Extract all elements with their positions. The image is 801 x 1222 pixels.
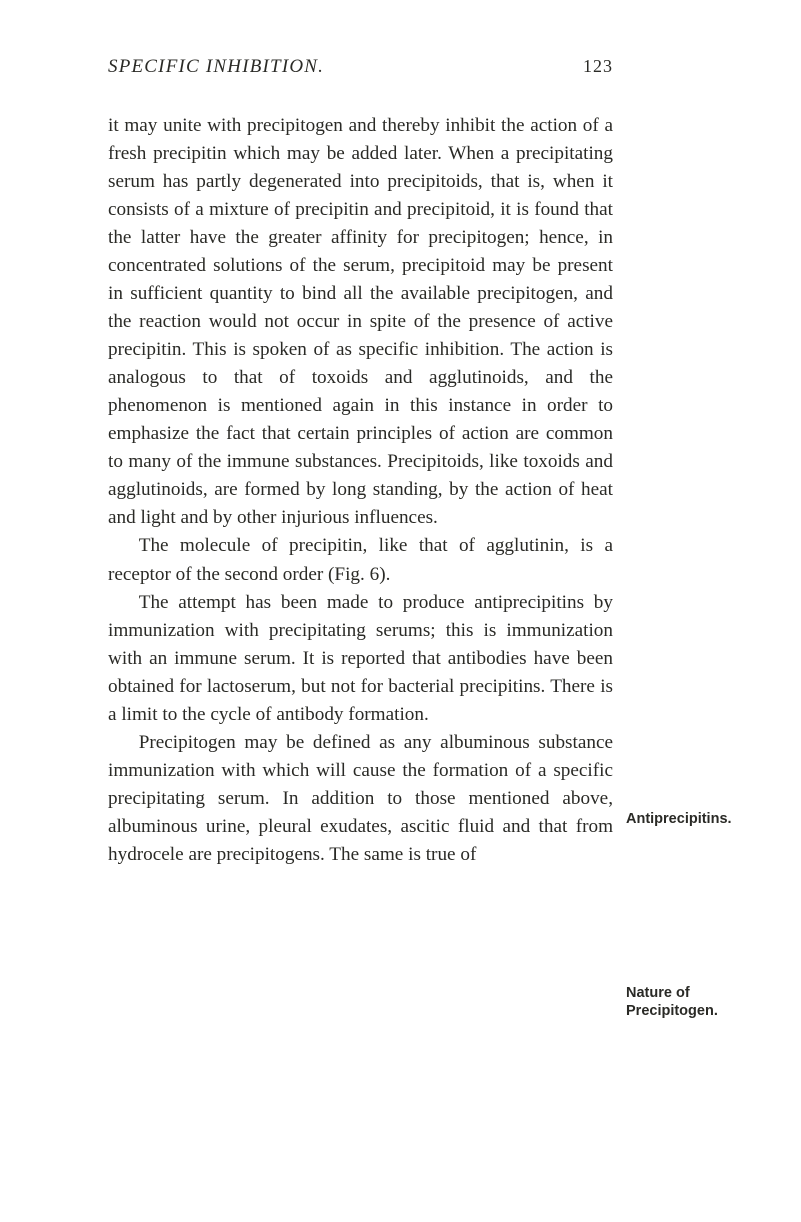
- paragraph-4: Precipitogen may be defined as any album…: [108, 729, 613, 869]
- paragraph-1: it may unite with precipitogen and there…: [108, 112, 613, 532]
- paragraph-2: The molecule of precipitin, like that of…: [108, 532, 613, 588]
- body-text-column: it may unite with precipitogen and there…: [108, 112, 613, 869]
- page-number: 123: [583, 56, 613, 77]
- margin-note-line: Nature of: [626, 985, 690, 1001]
- margin-note-nature-of-precipitogen: Nature of Precipitogen.: [626, 984, 786, 1020]
- page: SPECIFIC INHIBITION. 123 it may unite wi…: [0, 0, 801, 1222]
- running-head: SPECIFIC INHIBITION. 123: [108, 56, 613, 78]
- margin-note-antiprecipitins: Antiprecipitins.: [626, 810, 786, 828]
- paragraph-3: The attempt has been made to produce ant…: [108, 589, 613, 729]
- running-head-title: SPECIFIC INHIBITION.: [108, 56, 324, 78]
- margin-note-line: Precipitogen.: [626, 1003, 718, 1019]
